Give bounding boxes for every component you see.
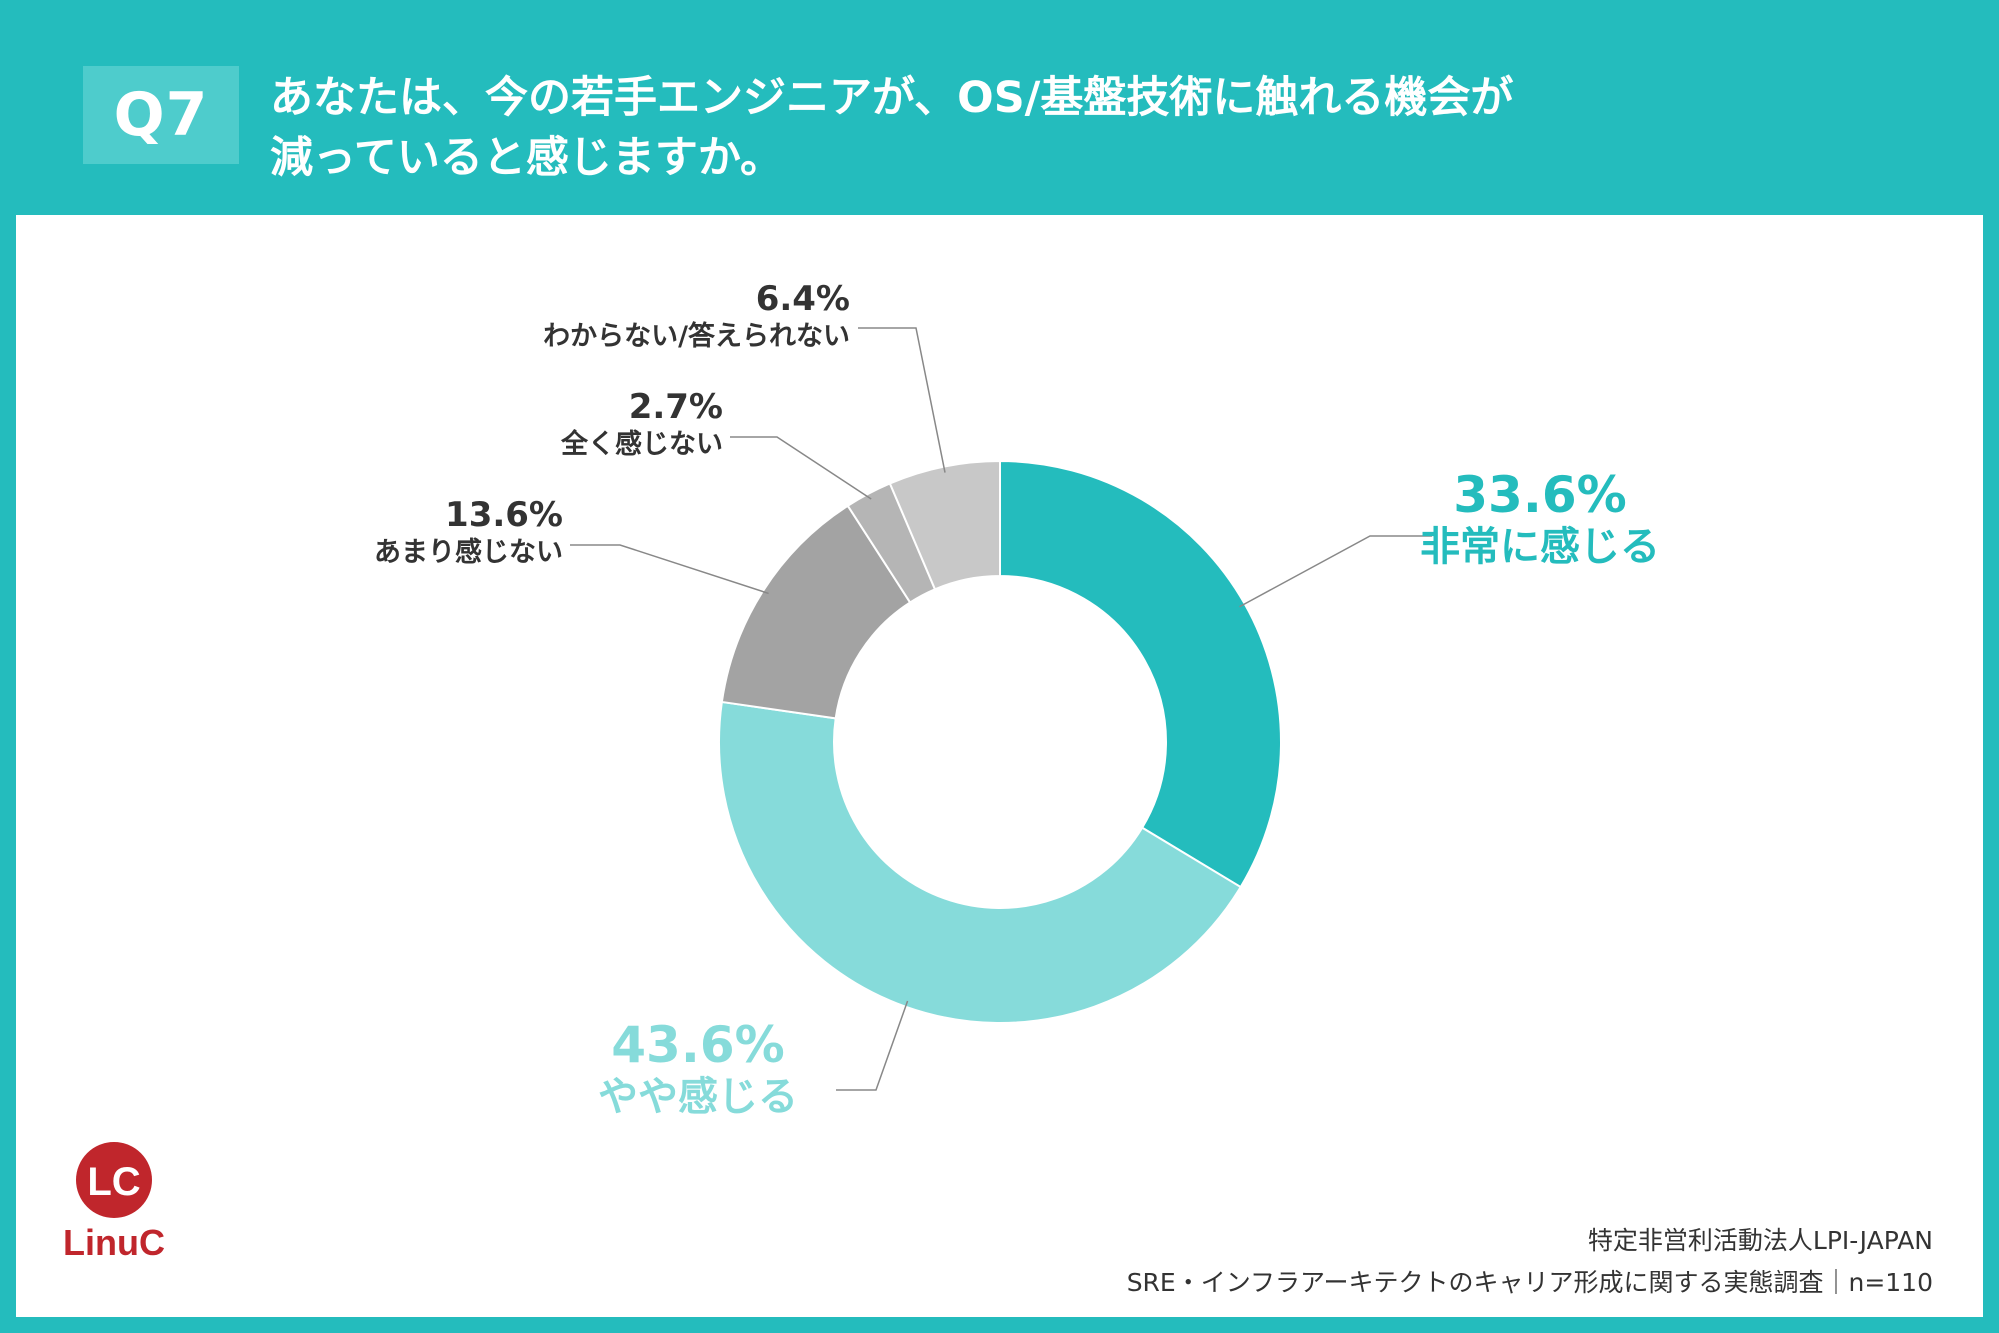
logo-circle <box>76 1142 152 1218</box>
slice-value-label: 2.7% <box>629 387 723 427</box>
question-number-badge: Q7 <box>83 66 239 164</box>
leader-line <box>858 327 946 473</box>
slice-value-label: 43.6% <box>611 1016 784 1074</box>
logo-name: LinuC <box>63 1222 165 1263</box>
slice-category-label: わからない/答えられない <box>543 320 850 352</box>
donut-slice <box>999 459 1283 889</box>
logo-mark-text: LC <box>87 1160 140 1204</box>
slice-value-label: 33.6% <box>1453 466 1626 524</box>
question-title: あなたは、今の若手エンジニアが、OS/基盤技術に触れる機会が 減っていると感じま… <box>270 68 1920 188</box>
source-line-1: 特定非営利活動法人LPI-JAPAN <box>1587 1226 1933 1255</box>
slice-category-label: 非常に感じる <box>1420 524 1660 570</box>
slice-category-label: やや感じる <box>598 1074 798 1120</box>
leader-line <box>570 544 769 595</box>
slice-category-label: あまり感じない <box>374 536 563 568</box>
slice-value-label: 6.4% <box>756 279 850 319</box>
linuc-logo: LC LinuC <box>48 1140 178 1263</box>
slice-value-label: 13.6% <box>445 495 563 535</box>
donut-slice <box>888 459 1001 591</box>
chart-panel <box>16 215 1983 1317</box>
leader-line <box>730 436 872 500</box>
source-note: 特定非営利活動法人LPI-JAPAN SRE・インフラアーキテクトのキャリア形成… <box>1127 1220 1933 1304</box>
source-line-2: SRE・インフラアーキテクトのキャリア形成に関する実態調査｜n=110 <box>1126 1268 1933 1297</box>
donut-slice <box>718 700 1243 1025</box>
question-title-line-2: 減っていると感じますか。 <box>270 133 783 183</box>
leader-line <box>1239 535 1432 608</box>
question-title-line-1: あなたは、今の若手エンジニアが、OS/基盤技術に触れる機会が <box>270 73 1514 123</box>
leader-line <box>836 1000 909 1091</box>
slice-category-label: 全く感じない <box>560 428 723 460</box>
